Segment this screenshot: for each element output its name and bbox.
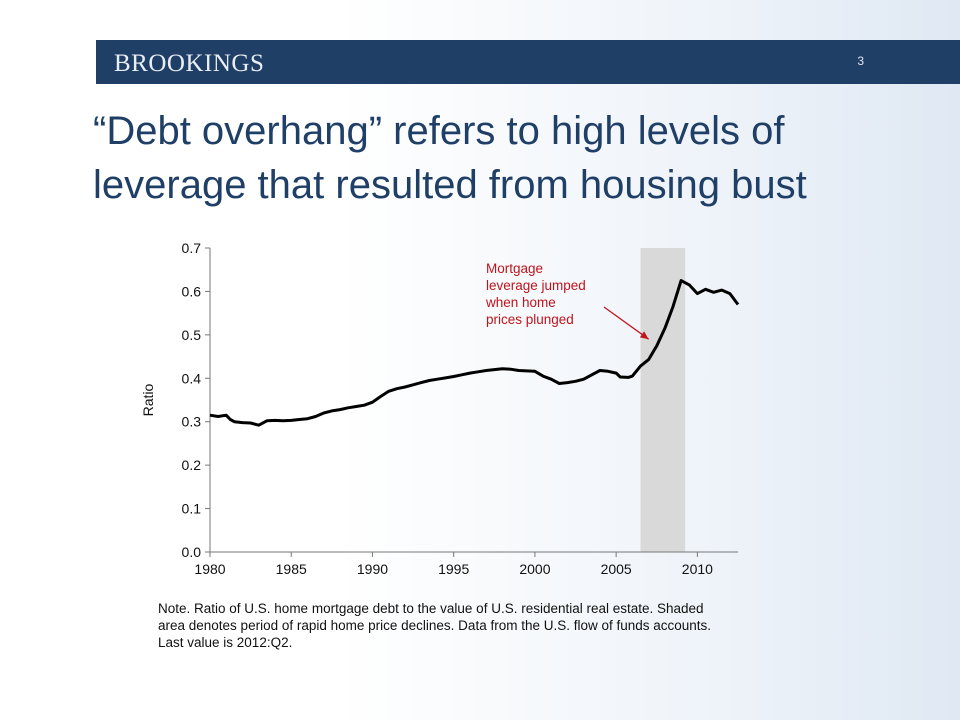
annotation-arrowhead: [639, 331, 649, 340]
shaded-region: [640, 248, 686, 552]
x-tick-label: 1985: [276, 561, 307, 577]
y-tick-label: 0.7: [182, 240, 202, 256]
x-tick-label: 2010: [682, 561, 713, 577]
y-tick-label: 0.1: [182, 501, 202, 517]
x-tick-label: 1990: [357, 561, 388, 577]
annotation-text: prices plunged: [486, 312, 574, 327]
annotation-text: leverage jumped: [486, 278, 586, 293]
series-line: [209, 279, 740, 427]
chart-note: Note. Ratio of U.S. home mortgage debt t…: [158, 601, 712, 650]
x-tick-label: 2005: [601, 561, 632, 577]
y-tick-label: 0.5: [182, 327, 202, 343]
y-tick-label: 0.0: [182, 544, 202, 560]
slide-title: “Debt overhang” refers to high levels of…: [93, 109, 807, 207]
x-tick-label: 1980: [194, 561, 225, 577]
x-tick-label: 1995: [438, 561, 469, 577]
header-banner: BROOKINGS 3: [96, 40, 960, 84]
y-tick-label: 0.3: [182, 414, 202, 430]
x-tick-label: 2000: [519, 561, 550, 577]
y-tick-label: 0.4: [182, 370, 202, 386]
annotation-arrow: [603, 306, 650, 340]
y-tick-label: 0.2: [182, 457, 202, 473]
annotation-text: when home: [485, 295, 556, 310]
annotation-text: Mortgage: [486, 261, 543, 276]
brand-logo: BROOKINGS: [114, 50, 265, 77]
y-tick-label: 0.6: [182, 283, 202, 299]
y-axis-label: Ratio: [140, 383, 156, 416]
page-number: 3: [857, 54, 864, 68]
